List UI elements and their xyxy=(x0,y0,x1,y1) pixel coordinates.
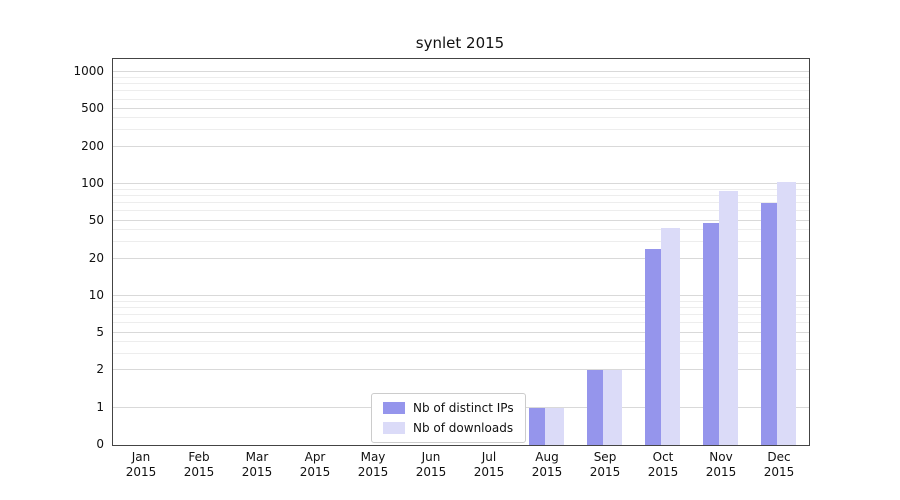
y-tick-label-100: 100 xyxy=(81,175,104,190)
x-tick-label-sep: Sep 2015 xyxy=(589,450,621,479)
legend: Nb of distinct IPs Nb of downloads xyxy=(371,393,526,443)
bar-downloads-sep xyxy=(603,370,622,445)
gridline-y-20 xyxy=(113,257,809,259)
legend-swatch-downloads xyxy=(383,422,405,434)
gridline-y-500 xyxy=(113,108,809,110)
y-tick-label-1000: 1000 xyxy=(73,64,104,79)
x-tick-label-dec: Dec 2015 xyxy=(763,450,795,479)
bar-distinct-ips-oct xyxy=(645,249,664,445)
x-tick-label-jul: Jul 2015 xyxy=(473,450,505,479)
gridline-minor-y-4 xyxy=(113,341,809,343)
x-tick-label-mar: Mar 2015 xyxy=(241,450,273,479)
x-tick-label-feb: Feb 2015 xyxy=(183,450,215,479)
x-tick-label-nov: Nov 2015 xyxy=(705,450,737,479)
bar-downloads-nov xyxy=(719,190,738,445)
gridline-minor-y-80 xyxy=(113,194,809,196)
gridline-minor-y-3 xyxy=(113,352,809,354)
gridline-y-10 xyxy=(113,294,809,296)
y-axis-tick-labels: 0 1 2 5 10 20 50 100 200 500 1000 xyxy=(30,58,104,451)
gridline-minor-y-900 xyxy=(113,76,809,78)
legend-label-distinct-ips: Nb of distinct IPs xyxy=(413,401,514,415)
gridline-minor-y-300 xyxy=(113,129,809,131)
gridline-minor-y-60 xyxy=(113,210,809,212)
gridline-minor-y-30 xyxy=(113,241,809,243)
y-tick-label-20: 20 xyxy=(88,250,104,265)
gridline-minor-y-90 xyxy=(113,188,809,190)
gridline-minor-y-600 xyxy=(113,98,809,100)
chart-title: synlet 2015 xyxy=(415,34,505,52)
plot-area: Nb of distinct IPs Nb of downloads xyxy=(112,58,810,446)
bar-distinct-ips-aug xyxy=(529,407,548,445)
y-tick-label-1: 1 xyxy=(96,399,104,414)
gridline-minor-y-40 xyxy=(113,229,809,231)
gridline-y-2 xyxy=(113,369,809,371)
x-tick-label-aug: Aug 2015 xyxy=(531,450,563,479)
legend-item-downloads: Nb of downloads xyxy=(383,421,514,435)
legend-item-distinct-ips: Nb of distinct IPs xyxy=(383,401,514,415)
legend-label-downloads: Nb of downloads xyxy=(413,421,514,435)
gridline-minor-y-800 xyxy=(113,83,809,85)
y-tick-label-0: 0 xyxy=(96,437,104,451)
gridline-minor-y-400 xyxy=(113,117,809,119)
bar-distinct-ips-dec xyxy=(761,203,780,445)
y-tick-label-500: 500 xyxy=(81,101,104,116)
y-tick-label-50: 50 xyxy=(88,213,104,228)
bar-downloads-dec xyxy=(777,182,796,445)
bar-downloads-oct xyxy=(661,228,680,445)
gridline-minor-y-6 xyxy=(113,322,809,324)
gridline-y-200 xyxy=(113,145,809,147)
x-tick-label-apr: Apr 2015 xyxy=(299,450,331,479)
gridline-y-5 xyxy=(113,332,809,334)
y-tick-label-5: 5 xyxy=(96,325,104,340)
gridline-y-1000 xyxy=(113,71,809,73)
bar-distinct-ips-sep xyxy=(587,370,606,445)
x-tick-label-jun: Jun 2015 xyxy=(415,450,447,479)
bar-distinct-ips-nov xyxy=(703,222,722,445)
x-tick-label-may: May 2015 xyxy=(357,450,389,479)
x-tick-label-oct: Oct 2015 xyxy=(647,450,679,479)
y-tick-label-2: 2 xyxy=(96,362,104,377)
y-tick-label-10: 10 xyxy=(88,287,104,302)
gridline-minor-y-70 xyxy=(113,202,809,204)
bar-downloads-aug xyxy=(545,407,564,445)
gridline-y-100 xyxy=(113,182,809,184)
x-axis-tick-labels: Jan 2015 Feb 2015 Mar 2015 Apr 2015 May 2015… xyxy=(112,450,808,490)
x-tick-label-jan: Jan 2015 xyxy=(125,450,157,479)
gridline-minor-y-7 xyxy=(113,314,809,316)
gridline-y-50 xyxy=(113,220,809,222)
y-tick-label-200: 200 xyxy=(81,138,104,153)
gridline-minor-y-8 xyxy=(113,306,809,308)
legend-swatch-distinct-ips xyxy=(383,402,405,414)
gridline-minor-y-700 xyxy=(113,90,809,92)
gridline-minor-y-9 xyxy=(113,300,809,302)
